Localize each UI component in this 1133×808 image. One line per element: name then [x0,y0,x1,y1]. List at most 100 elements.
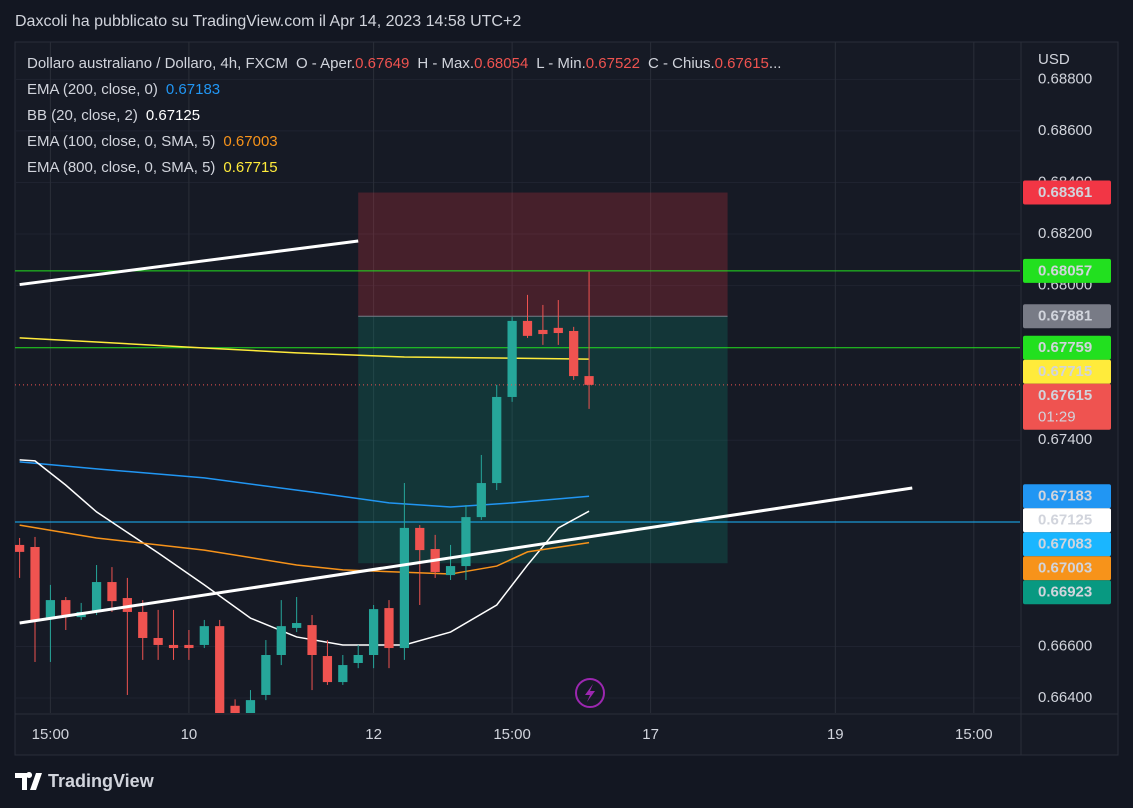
candle-body [15,544,25,552]
candle-body [338,665,348,683]
y-tick-label: 0.67400 [1038,431,1092,448]
candle-body [45,600,56,619]
x-tick-label: 15:00 [493,726,531,743]
legend-value: 0.67615 [715,55,769,72]
price-badge-label: 0.67881 [1038,308,1092,325]
x-tick-label: 19 [827,726,844,743]
candle-body [261,654,271,695]
price-badge-label: 0.68361 [1038,184,1092,201]
candle-body [569,330,579,377]
indicator-line [19,524,590,575]
x-tick-label: 15:00 [955,726,993,743]
x-tick-label: 12 [365,726,382,743]
trend-line [19,239,359,287]
candle-body [353,654,363,663]
candle-body [153,637,163,645]
legend-label: O - Aper. [296,55,355,72]
price-badge [1023,359,1111,384]
x-tick-label: 15:00 [32,726,70,743]
candle-body [415,527,425,551]
countdown: 01:29 [1038,409,1076,426]
legend-name: EMA (100, close, 0, SMA, 5) [27,133,215,150]
price-badge-label: 0.68057 [1038,262,1092,279]
trend-line [19,486,913,625]
candle-body [522,320,533,336]
price-badge-label: 0.67003 [1038,560,1092,577]
legend-label: L - Min. [536,55,585,72]
legend-label: C - Chius. [648,55,715,72]
brand: TradingView [48,771,155,791]
price-badge [1023,532,1111,557]
candle-body [507,320,517,397]
legend-ellipsis: ... [769,55,782,72]
legend-row: BB (20, close, 2) 0.67125 [27,107,200,124]
legend-row: EMA (200, close, 0) 0.67183 [27,81,220,98]
legend-value: 0.67183 [166,81,220,98]
indicator-line [19,461,590,508]
candle-body [215,626,225,713]
candle-body [445,566,456,576]
candle-body [368,609,379,655]
candle-body [384,608,394,649]
y-tick-label: 0.68200 [1038,225,1092,242]
candle-body [61,600,71,616]
candle-body [584,376,594,385]
legend-value: 0.67125 [146,107,200,124]
price-badge-label: 0.67125 [1038,512,1092,529]
indicator-line [19,337,590,360]
candle-body [199,626,209,645]
candle-body [184,644,194,649]
candle-body [276,626,286,655]
candle-body [30,546,40,620]
legend-row: Dollaro australiano / Dollaro, 4h, FXCM O… [27,55,781,72]
candle-body [461,517,471,567]
legend-value: 0.67649 [355,55,409,72]
plot-area [15,42,1020,713]
candle-body [476,483,486,518]
y-tick-label: 0.66600 [1038,637,1092,654]
legend-value: 0.67003 [223,133,277,150]
candle-body [292,623,302,628]
y-tick-label: 0.68600 [1038,122,1092,139]
candle-body [492,396,502,484]
legend-value: 0.67715 [223,159,277,176]
candle-body [553,327,563,334]
legend: Dollaro australiano / Dollaro, 4h, FXCM O… [27,55,781,176]
legend-label: H - Max. [417,55,474,72]
price-badge [1023,304,1111,329]
y-tick-label: 0.66400 [1038,689,1092,706]
legend-row: EMA (100, close, 0, SMA, 5) 0.67003 [27,133,278,150]
candle-body [307,625,317,655]
x-tick-label: 17 [642,726,659,743]
indicator-line [19,459,590,646]
header-text: Daxcoli ha pubblicato su TradingView.com… [15,13,521,30]
legend-name: BB (20, close, 2) [27,107,138,124]
candle-body [107,582,117,602]
logo [15,772,42,790]
candle-body [230,705,240,713]
price-badge [1023,556,1111,581]
y-tick-label: 0.68800 [1038,70,1092,87]
legend-name: EMA (200, close, 0) [27,81,158,98]
candle-body [245,700,256,713]
price-badge-label: 0.66923 [1038,584,1092,601]
y-axis-label: USD [1038,51,1070,68]
legend-row: EMA (800, close, 0, SMA, 5) 0.67715 [27,159,278,176]
legend-title: Dollaro australiano / Dollaro, 4h, FXCM [27,55,288,72]
legend-name: EMA (800, close, 0, SMA, 5) [27,159,215,176]
chart-panel [14,41,1119,756]
legend-value: 0.68054 [474,55,528,72]
price-badge-label: 0.67715 [1038,363,1092,380]
candle-body [138,611,148,638]
price-badge [1023,580,1111,605]
candle-body [322,656,333,683]
price-badge [1023,508,1111,533]
price-badge-label: 0.67615 [1038,387,1092,404]
price-badge [1023,180,1111,205]
candle-body [399,527,409,649]
x-tick-label: 10 [181,726,198,743]
candle-body [538,329,548,335]
target-zone [358,316,728,564]
price-badge [1023,335,1111,360]
